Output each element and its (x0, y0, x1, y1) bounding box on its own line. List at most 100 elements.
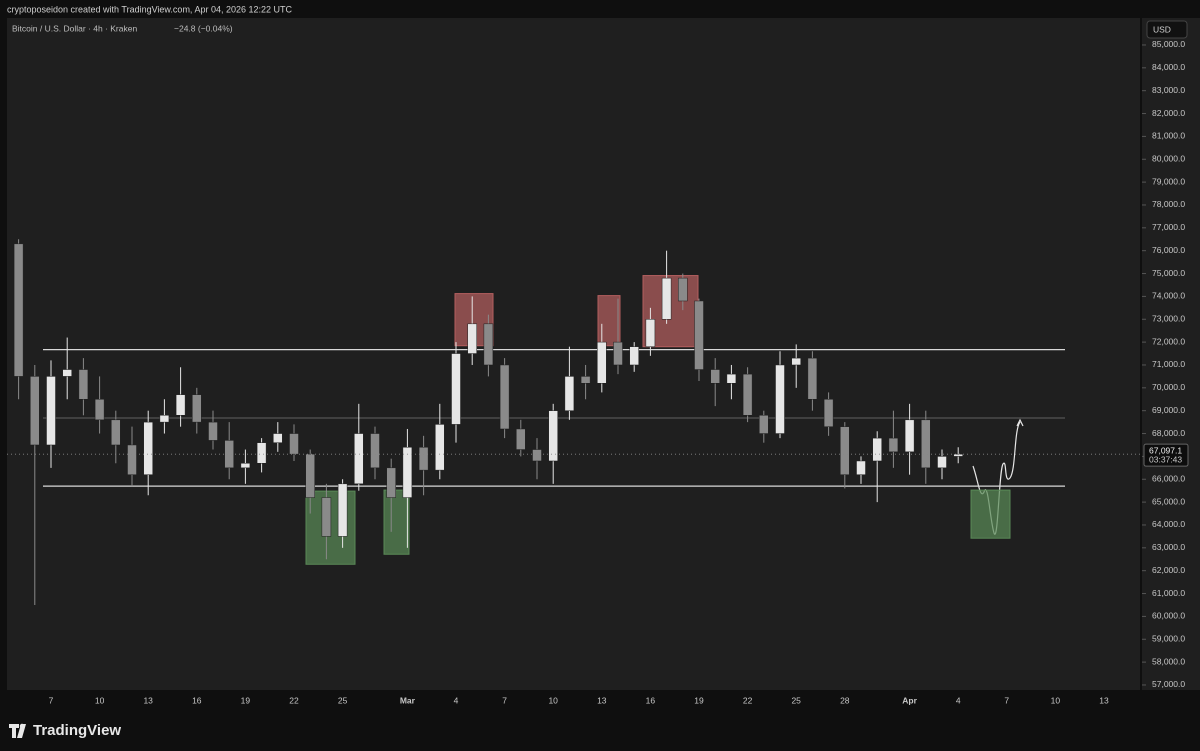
candle-body (13, 243, 24, 377)
y-tick-label: 85,000.0 (1152, 39, 1185, 49)
y-tick-label: 80,000.0 (1152, 154, 1185, 164)
logo-dot (19, 723, 25, 729)
y-tick-label: 69,000.0 (1152, 405, 1185, 415)
zone (597, 295, 621, 347)
candle-body (823, 399, 834, 427)
plot-area (7, 18, 1140, 690)
candle-body (321, 497, 332, 537)
candle-body (337, 483, 348, 537)
candle-body (289, 433, 299, 455)
projection-arrow (1016, 418, 1024, 427)
x-tick-label: 13 (597, 695, 607, 705)
x-tick-label: 10 (548, 695, 558, 705)
y-tick-label: 75,000.0 (1152, 268, 1185, 278)
candle-body (775, 364, 785, 434)
y-tick-label: 84,000.0 (1152, 62, 1185, 72)
x-tick-label: 28 (840, 695, 850, 705)
y-tick-label: 65,000.0 (1152, 496, 1185, 506)
candle-body (872, 437, 882, 462)
y-tick-label: 59,000.0 (1152, 634, 1185, 644)
candle-body (921, 419, 931, 469)
candle-body (629, 346, 639, 366)
candle-body (807, 357, 818, 400)
x-tick-label: 22 (289, 695, 299, 705)
y-tick-label: 58,000.0 (1152, 656, 1185, 666)
candle-body (240, 463, 251, 469)
candle-body (224, 440, 234, 469)
x-tick-label: 25 (791, 695, 801, 705)
x-tick-label: 16 (646, 695, 656, 705)
candle-body (127, 444, 137, 475)
price-axis (1142, 18, 1200, 690)
candle-body (710, 369, 720, 384)
zone (383, 489, 410, 555)
candle-body (694, 300, 704, 370)
candle-body (208, 421, 218, 441)
candle-body (856, 460, 866, 475)
x-tick-label: 7 (49, 695, 54, 705)
candle-body (888, 437, 899, 453)
x-tick-label: 10 (1051, 695, 1061, 705)
candle-body (726, 373, 737, 384)
candle-body (273, 433, 283, 443)
y-tick-label: 79,000.0 (1152, 176, 1185, 186)
candle-body (791, 357, 801, 366)
candle-body (483, 323, 494, 366)
y-tick-label: 63,000.0 (1152, 542, 1185, 552)
x-tick-label: 19 (694, 695, 704, 705)
candle-body (840, 426, 850, 475)
zone (970, 489, 1011, 539)
candle-body (759, 415, 769, 434)
candle-body (159, 415, 170, 423)
candle-body (613, 341, 623, 366)
y-tick-label: 82,000.0 (1152, 108, 1185, 118)
candle-body (516, 428, 526, 450)
candle-body (256, 442, 267, 464)
x-tick-label: 7 (502, 695, 507, 705)
last-price-box (1143, 443, 1189, 467)
y-tick-label: 64,000.0 (1152, 519, 1185, 529)
candle-body (645, 319, 656, 347)
candle-body (564, 376, 575, 411)
y-tick-label: 62,000.0 (1152, 565, 1185, 575)
candle-body (354, 433, 364, 485)
x-tick-label: 13 (143, 695, 153, 705)
y-tick-label: 78,000.0 (1152, 199, 1185, 209)
candle-body (370, 433, 380, 469)
x-tick-label: 22 (743, 695, 753, 705)
y-tick-label: 77,000.0 (1152, 222, 1185, 232)
candle-body (435, 424, 445, 471)
y-tick-label: 81,000.0 (1152, 131, 1185, 141)
y-tick-label: 71,000.0 (1152, 359, 1185, 369)
y-tick-label: 74,000.0 (1152, 291, 1185, 301)
x-tick-label: 19 (241, 695, 251, 705)
candle-body (937, 456, 947, 469)
y-tick-label: 60,000.0 (1152, 611, 1185, 621)
brand: TradingView (33, 722, 121, 739)
y-tick-label: 72,000.0 (1152, 336, 1185, 346)
y-tick-label: 66,000.0 (1152, 474, 1185, 484)
y-tick-label: 57,000.0 (1152, 679, 1185, 689)
candle-body (953, 453, 963, 457)
currency: USD (1153, 24, 1171, 34)
change: −24.8 (−0.04%) (174, 23, 233, 33)
candle-body (386, 467, 396, 498)
candle-body (175, 394, 186, 416)
candle-body (580, 376, 591, 384)
candle-body (661, 277, 672, 320)
candle-body (192, 394, 202, 423)
x-tick-label: 16 (192, 695, 202, 705)
y-tick-label: 83,000.0 (1152, 85, 1185, 95)
x-tick-label: Apr (902, 695, 917, 705)
candle-body (78, 369, 89, 400)
candle-body (548, 410, 558, 462)
symbol: Bitcoin / U.S. Dollar · 4h · Kraken (12, 23, 137, 33)
y-tick-label: 61,000.0 (1152, 588, 1185, 598)
x-tick-label: 13 (1099, 695, 1109, 705)
candle-body (418, 447, 429, 471)
countdown: 03:37:43 (1149, 454, 1182, 464)
last-price-label: 67,097.1 (1149, 445, 1182, 455)
candle-body (467, 323, 477, 354)
candle-body (532, 449, 542, 462)
